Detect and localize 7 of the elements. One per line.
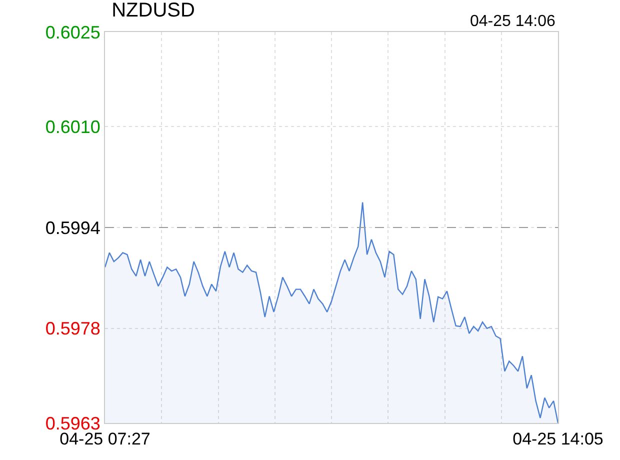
y-tick-label: 0.6010 xyxy=(45,116,100,137)
chart-title: NZDUSD xyxy=(112,0,195,22)
y-tick-label: 0.5978 xyxy=(45,318,100,339)
text: 04-25 14:06 xyxy=(470,13,556,30)
x-tick-label: 04-25 14:05 xyxy=(512,429,604,448)
y-tick-label: 0.5994 xyxy=(45,218,100,238)
y-tick-label: 0.6025 xyxy=(45,22,100,42)
